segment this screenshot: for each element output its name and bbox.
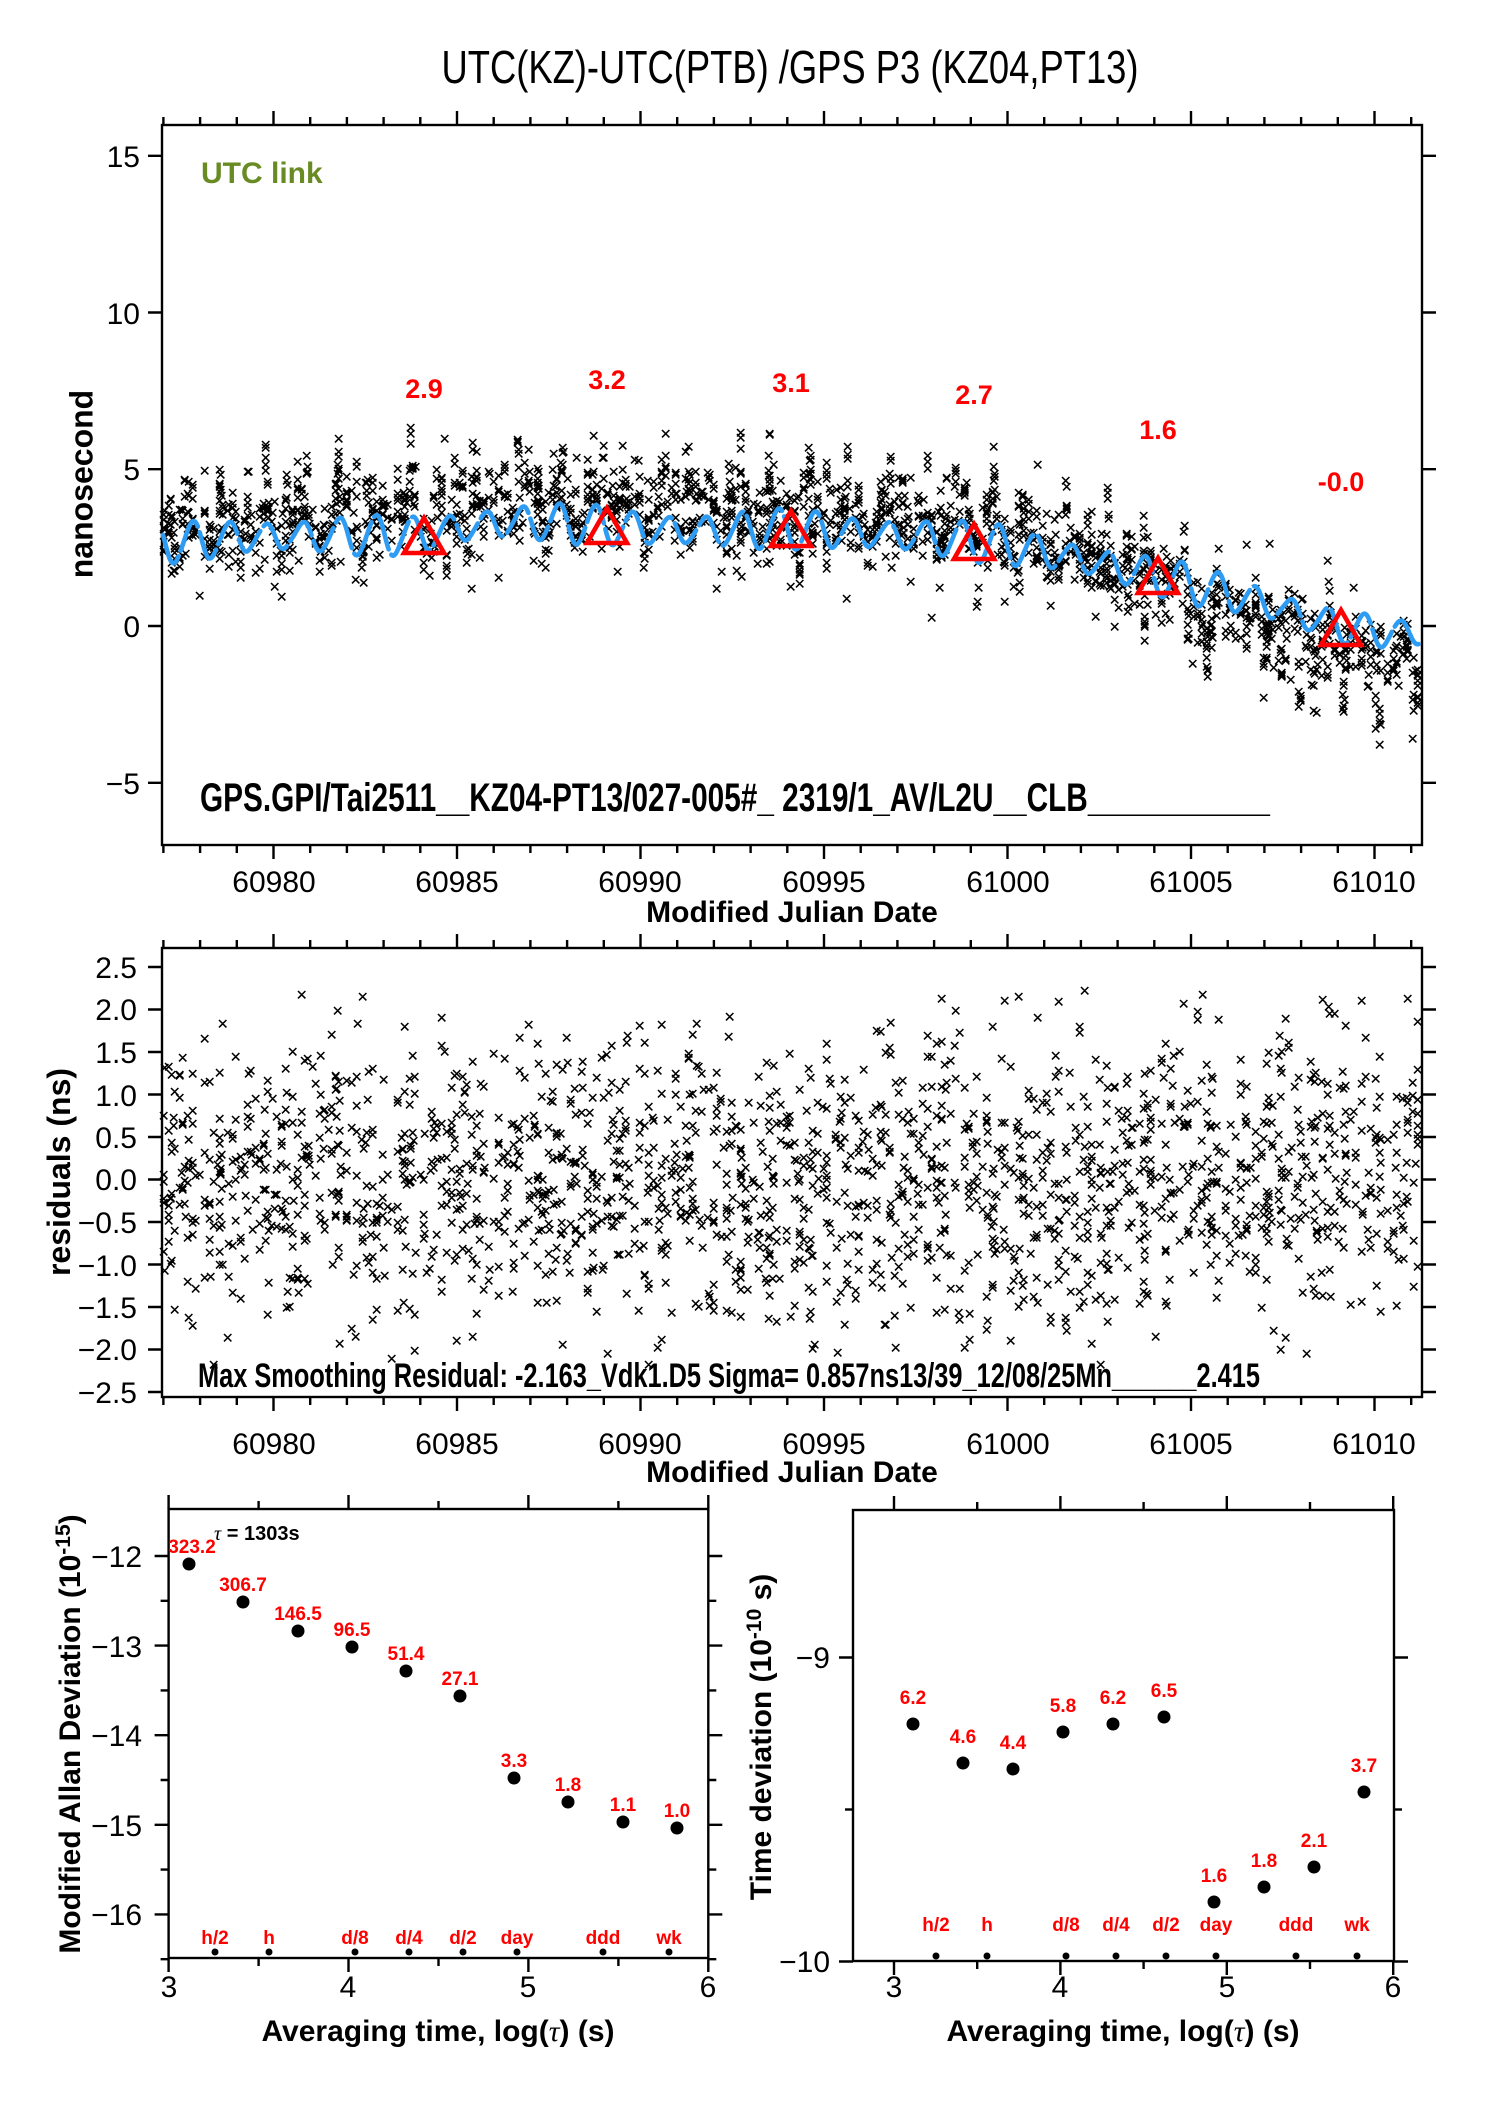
svg-text:2.9: 2.9 <box>405 374 443 404</box>
svg-text:h: h <box>981 1915 993 1936</box>
svg-text:τ = 1303s: τ = 1303s <box>214 1523 300 1545</box>
svg-text:1.0: 1.0 <box>664 1801 690 1822</box>
svg-text:−10: −10 <box>779 1946 830 1979</box>
svg-text:60990: 60990 <box>598 866 681 899</box>
svg-text:−12: −12 <box>91 1541 142 1574</box>
svg-text:ddd: ddd <box>1279 1915 1314 1936</box>
svg-text:4.4: 4.4 <box>1000 1733 1027 1754</box>
svg-text:60985: 60985 <box>415 1428 498 1461</box>
svg-text:5: 5 <box>1219 1971 1236 2004</box>
svg-text:wk: wk <box>1343 1915 1370 1936</box>
svg-text:5: 5 <box>123 454 140 487</box>
svg-text:15: 15 <box>107 141 140 174</box>
svg-text:−1.0: −1.0 <box>78 1250 137 1283</box>
svg-text:Modified Allan Deviation (10-1: Modified Allan Deviation (10-15) <box>52 1514 87 1953</box>
svg-text:Modified Julian Date: Modified Julian Date <box>646 1456 938 1489</box>
svg-text:day: day <box>1200 1915 1233 1936</box>
svg-text:UTC link: UTC link <box>201 157 323 190</box>
svg-text:2.7: 2.7 <box>955 380 993 410</box>
svg-text:d/4: d/4 <box>1102 1915 1130 1936</box>
svg-text:3.7: 3.7 <box>1351 1756 1377 1777</box>
svg-text:1.8: 1.8 <box>555 1775 581 1796</box>
svg-text:60980: 60980 <box>232 1428 315 1461</box>
svg-text:6.2: 6.2 <box>1100 1688 1126 1709</box>
svg-text:2.1: 2.1 <box>1301 1831 1328 1852</box>
svg-text:61000: 61000 <box>966 1428 1049 1461</box>
svg-text:−14: −14 <box>91 1720 142 1753</box>
svg-text:1.6: 1.6 <box>1201 1866 1227 1887</box>
svg-text:wk: wk <box>655 1928 682 1949</box>
svg-text:61000: 61000 <box>966 866 1049 899</box>
svg-text:1.1: 1.1 <box>610 1795 637 1816</box>
svg-text:6.2: 6.2 <box>900 1688 926 1709</box>
svg-text:146.5: 146.5 <box>274 1604 322 1625</box>
svg-text:6.5: 6.5 <box>1151 1681 1178 1702</box>
svg-text:Averaging time, log(τ) (s): Averaging time, log(τ) (s) <box>946 2015 1299 2048</box>
svg-text:3.2: 3.2 <box>588 365 626 395</box>
svg-text:27.1: 27.1 <box>442 1669 479 1690</box>
svg-text:h/2: h/2 <box>922 1915 949 1936</box>
svg-text:60980: 60980 <box>232 866 315 899</box>
svg-text:−15: −15 <box>91 1810 142 1843</box>
svg-text:4: 4 <box>1052 1971 1069 2004</box>
svg-text:0.0: 0.0 <box>95 1164 137 1197</box>
svg-text:−5: −5 <box>106 768 140 801</box>
svg-text:−13: −13 <box>91 1631 142 1664</box>
svg-text:61010: 61010 <box>1332 1428 1415 1461</box>
svg-text:2.0: 2.0 <box>95 994 137 1027</box>
svg-text:−2.0: −2.0 <box>78 1334 137 1367</box>
svg-text:5: 5 <box>520 1971 537 2004</box>
svg-text:1.5: 1.5 <box>95 1037 137 1070</box>
svg-text:d/8: d/8 <box>341 1928 368 1949</box>
svg-text:h: h <box>263 1928 275 1949</box>
svg-text:60990: 60990 <box>598 1428 681 1461</box>
svg-text:0.5: 0.5 <box>95 1122 137 1155</box>
svg-text:Averaging time, log(τ) (s): Averaging time, log(τ) (s) <box>261 2015 614 2048</box>
svg-text:96.5: 96.5 <box>334 1620 371 1641</box>
svg-text:d/2: d/2 <box>449 1928 476 1949</box>
svg-text:3: 3 <box>161 1971 178 2004</box>
svg-text:residuals (ns): residuals (ns) <box>41 1068 77 1276</box>
svg-text:1.8: 1.8 <box>1251 1851 1277 1872</box>
svg-text:−1.5: −1.5 <box>78 1292 137 1325</box>
svg-text:6: 6 <box>1385 1971 1402 2004</box>
svg-text:5.8: 5.8 <box>1050 1696 1076 1717</box>
svg-text:61005: 61005 <box>1149 1428 1232 1461</box>
svg-text:d/2: d/2 <box>1152 1915 1179 1936</box>
svg-text:h/2: h/2 <box>201 1928 228 1949</box>
svg-text:day: day <box>501 1928 534 1949</box>
svg-text:nanosecond: nanosecond <box>64 390 100 578</box>
svg-text:−16: −16 <box>91 1899 142 1932</box>
svg-text:60995: 60995 <box>782 866 865 899</box>
svg-text:1.6: 1.6 <box>1139 415 1177 445</box>
svg-text:61005: 61005 <box>1149 866 1232 899</box>
svg-text:Max Smoothing Residual: -2.163: Max Smoothing Residual: -2.163_Vdk1.D5 S… <box>198 1357 1260 1395</box>
svg-text:ddd: ddd <box>586 1928 621 1949</box>
svg-text:51.4: 51.4 <box>388 1644 425 1665</box>
svg-text:323.2: 323.2 <box>168 1537 216 1558</box>
svg-text:d/8: d/8 <box>1052 1915 1079 1936</box>
svg-text:4.6: 4.6 <box>950 1727 976 1748</box>
svg-text:60985: 60985 <box>415 866 498 899</box>
svg-text:306.7: 306.7 <box>219 1575 267 1596</box>
svg-text:0: 0 <box>123 611 140 644</box>
svg-text:-0.0: -0.0 <box>1318 467 1365 497</box>
svg-text:UTC(KZ)-UTC(PTB) /GPS P3 (K: UTC(KZ)-UTC(PTB) /GPS P3 (KZ04,PT13) <box>442 41 1139 93</box>
svg-text:61010: 61010 <box>1332 866 1415 899</box>
svg-text:3.3: 3.3 <box>501 1751 527 1772</box>
svg-text:60995: 60995 <box>782 1428 865 1461</box>
svg-text:GPS.GPI/Tai2511__KZ04-PT13/027: GPS.GPI/Tai2511__KZ04-PT13/027-005#_ 231… <box>200 776 1271 820</box>
svg-text:3.1: 3.1 <box>772 368 810 398</box>
svg-text:3: 3 <box>886 1971 903 2004</box>
svg-text:10: 10 <box>107 298 140 331</box>
svg-text:−0.5: −0.5 <box>78 1207 137 1240</box>
svg-text:Modified Julian Date: Modified Julian Date <box>646 896 938 929</box>
svg-text:−2.5: −2.5 <box>78 1377 137 1410</box>
svg-text:1.0: 1.0 <box>95 1080 137 1113</box>
svg-text:d/4: d/4 <box>395 1928 423 1949</box>
svg-text:6: 6 <box>700 1971 717 2004</box>
svg-text:−9: −9 <box>796 1642 830 1675</box>
svg-text:4: 4 <box>340 1971 357 2004</box>
svg-text:2.5: 2.5 <box>95 952 137 985</box>
